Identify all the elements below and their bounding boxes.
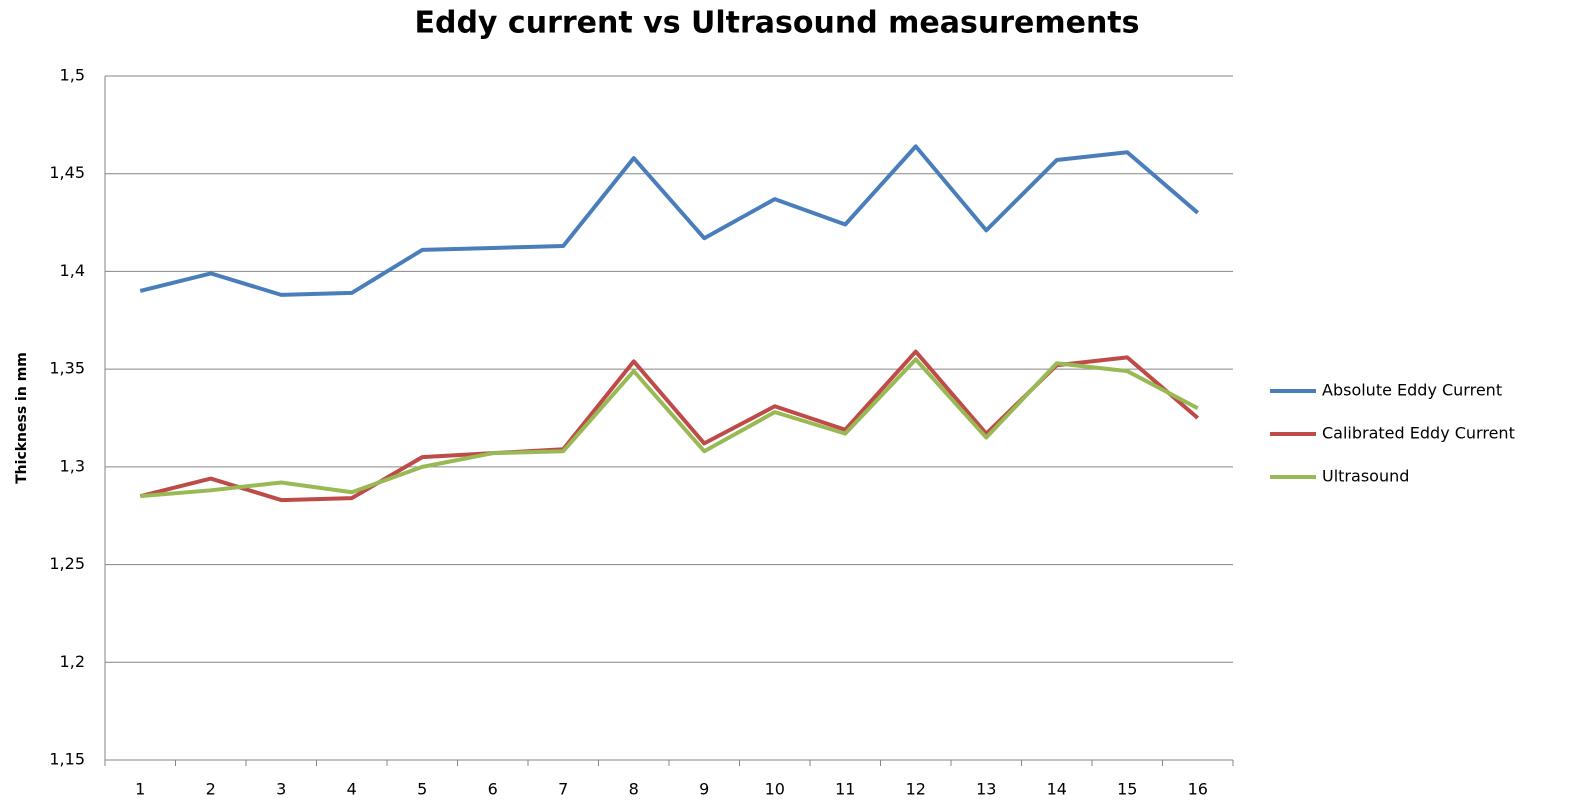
- y-tick-label: 1,15: [49, 750, 85, 769]
- y-tick-label: 1,35: [49, 359, 85, 378]
- y-axis-label: Thickness in mm: [14, 352, 30, 484]
- x-tick-label: 16: [1188, 780, 1208, 799]
- series-line: [139, 144, 1200, 297]
- series-line: [140, 357, 1199, 499]
- y-tick-label: 1,3: [60, 456, 85, 475]
- x-tick-label: 15: [1117, 780, 1137, 799]
- x-tick-label: 4: [347, 780, 357, 799]
- y-tick-label: 1,45: [49, 163, 85, 182]
- x-tick-label: 7: [558, 780, 568, 799]
- x-tick-label: 6: [488, 780, 498, 799]
- x-tick-label: 3: [276, 780, 286, 799]
- chart-title: Eddy current vs Ultrasound measurements: [414, 6, 1139, 41]
- legend-label: Absolute Eddy Current: [1322, 381, 1502, 400]
- y-tick-label: 1,5: [60, 66, 85, 85]
- x-tick-label: 1: [135, 780, 145, 799]
- x-tick-label: 2: [206, 780, 216, 799]
- x-tick-label: 13: [976, 780, 996, 799]
- y-tick-label: 1,2: [60, 652, 85, 671]
- x-tick-label: 11: [835, 780, 855, 799]
- x-tick-label: 10: [765, 780, 785, 799]
- series-line: [139, 349, 1200, 503]
- x-tick-label: 9: [699, 780, 709, 799]
- x-tick-label: 5: [417, 780, 427, 799]
- x-tick-label: 14: [1047, 780, 1067, 799]
- legend-label: Ultrasound: [1322, 467, 1409, 486]
- y-tick-label: 1,25: [49, 554, 85, 573]
- x-tick-label: 12: [906, 780, 926, 799]
- legend-label: Calibrated Eddy Current: [1322, 424, 1515, 443]
- x-tick-label: 8: [629, 780, 639, 799]
- y-tick-label: 1,4: [60, 261, 85, 280]
